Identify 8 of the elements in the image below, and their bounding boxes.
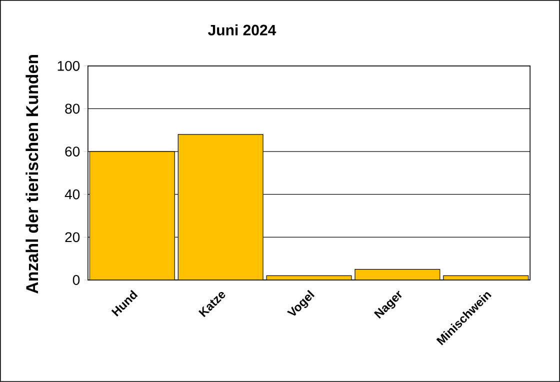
y-axis-title: Anzahl der tierischen Kunden — [26, 55, 38, 294]
y-tick-label: 0 — [72, 275, 80, 285]
y-tick-label: 20 — [65, 232, 80, 242]
y-tick-label: 40 — [64, 189, 80, 200]
chart-title: Juni 2024 — [208, 24, 276, 36]
y-tick-label: 100 — [58, 60, 80, 71]
y-tick-label: 60 — [65, 146, 80, 157]
y-tick-label: 80 — [65, 104, 80, 114]
